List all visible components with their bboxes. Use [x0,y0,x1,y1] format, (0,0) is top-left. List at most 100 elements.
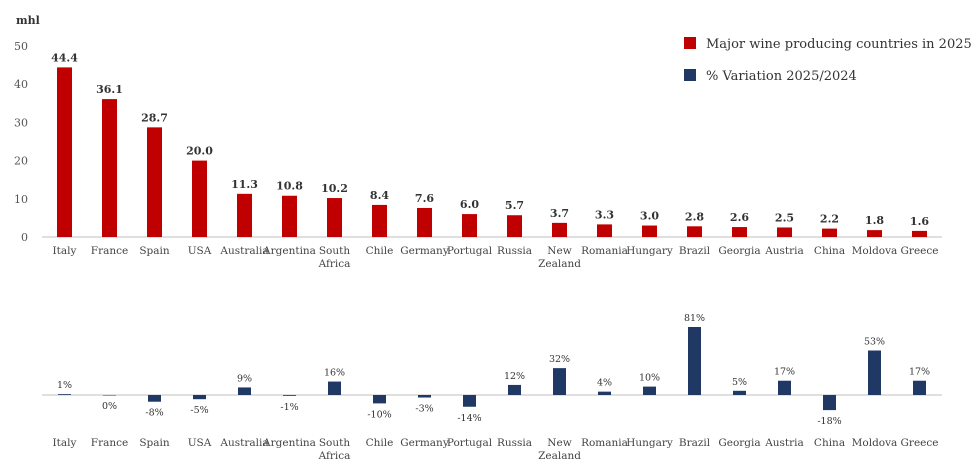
category-label: Georgia [718,437,760,449]
production-bar [192,160,207,237]
category-label: France [91,437,128,449]
variation-bar [778,380,791,395]
variation-value-label: -5% [190,405,208,416]
variation-value-label: -8% [145,408,163,419]
production-value-label: 5.7 [505,199,524,212]
variation-value-label: 9% [237,373,252,384]
variation-bar [508,384,521,395]
production-value-label: 7.6 [415,192,434,205]
production-value-label: 8.4 [370,189,389,202]
y-tick-label: 30 [14,116,28,129]
category-label: Argentina [262,245,316,257]
production-bar-chart: 0 10 20 30 40 50 44.4 36.1 28.7 20.0 11.3 10.8 10.2 8… [14,40,942,270]
category-label: Austria [764,245,804,257]
production-bar [327,198,342,237]
production-bar [372,204,387,237]
category-label: USA [188,437,212,449]
variation-bar [58,394,71,395]
production-bar [57,67,72,237]
production-bar [912,230,927,237]
category-label: South Africa [318,437,351,462]
production-value-label: 2.6 [730,211,749,224]
category-label: Spain [139,245,170,257]
legend-label-variation: % Variation 2025/2024 [706,69,857,84]
category-label: Brazil [679,437,711,449]
category-label: New Zealand [538,437,581,462]
category-label: Greece [901,245,939,257]
production-bar [237,193,252,237]
variation-value-label: 0% [102,401,117,412]
variation-value-label: 81% [684,313,705,324]
y-tick-label: 20 [14,155,28,168]
production-bar [777,227,792,237]
production-bar [147,127,162,237]
variation-bar [733,390,746,395]
variation-bar [148,395,161,402]
category-label: China [814,245,845,257]
category-label: Australia [219,437,268,449]
production-value-label: 2.8 [685,210,704,223]
production-value-label: 1.6 [910,215,929,228]
variation-bar [103,395,116,396]
variation-bar [193,395,206,400]
category-label: Moldova [852,245,898,257]
category-label: New Zealand [538,245,581,270]
variation-bar [598,391,611,395]
variation-bar [373,395,386,404]
legend-swatch-variation [684,69,696,81]
category-label: Italy [53,437,77,449]
variation-value-label: -3% [415,404,433,415]
category-label: Portugal [447,245,493,257]
category-label: Romania [581,245,628,257]
variation-bar [283,395,296,396]
production-bar [282,195,297,237]
variation-bar [463,395,476,407]
variation-bar [328,381,341,395]
variation-value-label: -1% [280,402,298,413]
production-value-label: 2.5 [775,211,794,224]
category-label: South Africa [318,245,351,270]
legend-swatch-production [684,37,696,49]
variation-bar [643,386,656,395]
production-value-label: 2.2 [820,213,839,226]
production-bar [642,225,657,237]
production-value-label: 1.8 [865,214,884,227]
category-label: Russia [497,437,532,449]
y-tick-label: 10 [14,193,28,206]
production-bar [417,207,432,237]
category-label: Australia [219,245,268,257]
variation-value-label: 16% [324,368,345,379]
category-label: Italy [53,245,77,257]
variation-bar [913,380,926,395]
category-label: Argentina [262,437,316,449]
y-tick-label: 50 [14,40,28,53]
production-value-label: 44.4 [51,51,78,64]
category-label: Germany [400,245,449,257]
production-value-label: 3.0 [640,210,659,223]
category-label: Spain [139,437,170,449]
production-value-label: 36.1 [96,83,123,96]
production-bar [867,230,882,237]
variation-bar [823,395,836,411]
category-label: USA [188,245,212,257]
category-label: Germany [400,437,449,449]
category-label: France [91,245,128,257]
variation-value-label: 17% [774,367,795,378]
legend-label-production: Major wine producing countries in 2025 [706,37,972,52]
production-bar [732,227,747,237]
variation-bar [688,327,701,395]
category-label: Portugal [447,437,493,449]
production-value-label: 28.7 [141,111,168,124]
production-value-label: 10.2 [321,182,348,195]
production-value-label: 6.0 [460,198,479,211]
category-label: Chile [366,245,394,257]
variation-bar-chart: 1% 0% -8% -5% 9% -1% 16% -10% -3% -14% 12% 32% 4% 10%… [42,313,942,462]
variation-value-label: 10% [639,373,660,384]
category-label: Romania [581,437,628,449]
category-label: Moldova [852,437,898,449]
variation-value-label: 4% [597,378,612,389]
variation-value-label: 17% [909,367,930,378]
category-label: Austria [764,437,804,449]
variation-bar [418,395,431,398]
variation-value-label: 12% [504,371,525,382]
